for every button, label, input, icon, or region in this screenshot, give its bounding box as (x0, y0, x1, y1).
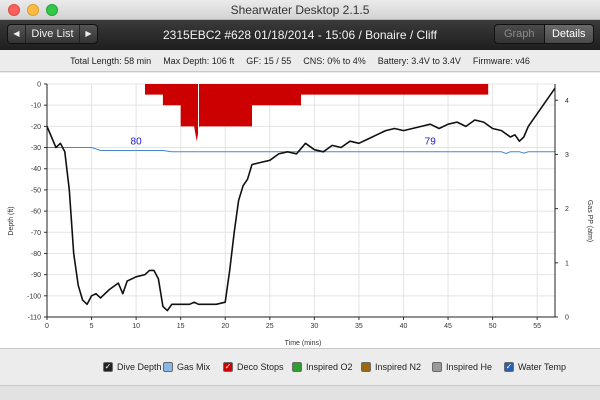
legend-checkbox[interactable] (432, 362, 442, 372)
dive-profile-svg: 80 79 0 -10 -20 -30 -40 -50 -60 -70 -80 -90 -100 -11… (8, 82, 593, 348)
close-window-button[interactable] (8, 4, 20, 16)
x-tick-label: 45 (444, 323, 452, 330)
legend-label: Deco Stops (237, 362, 284, 372)
legend-item-dive-depth[interactable]: ✓ Dive Depth (103, 362, 162, 372)
dive-nav-group: ◀ Dive List ▶ (7, 24, 98, 44)
legend-checkbox[interactable] (292, 362, 302, 372)
minimize-window-button[interactable] (27, 4, 39, 16)
legend-label: Inspired O2 (306, 362, 353, 372)
y-tick-label: -40 (31, 166, 41, 173)
legend-item-deco-stops[interactable]: ✓ Deco Stops (223, 362, 284, 372)
legend-checkbox[interactable]: ✓ (223, 362, 233, 372)
x-tick-label: 5 (90, 323, 94, 330)
y2-tick-label: 0 (565, 315, 569, 322)
temp-data-label: 80 (131, 137, 143, 148)
y2-tick-label: 3 (565, 152, 569, 159)
y-axis-title: Depth (ft) (8, 206, 15, 235)
view-segmented-control: Graph Details (494, 24, 594, 44)
app-title: Shearwater Desktop 2.1.5 (230, 3, 370, 17)
toolbar: ◀ Dive List ▶ 2315EBC2 #628 01/18/2014 -… (0, 20, 600, 50)
x-tick-label: 30 (310, 323, 318, 330)
total-length: Total Length: 58 min (70, 55, 152, 66)
firmware-version: Firmware: v46 (472, 55, 530, 66)
battery-value: Battery: 3.4V to 3.4V (377, 55, 461, 66)
x-tick-label: 0 (45, 323, 49, 330)
dive-summary-bar: Total Length: 58 min Max Depth: 106 ft G… (0, 50, 600, 72)
legend-item-gas-mix[interactable]: Gas Mix (163, 362, 210, 372)
dive-depth-line (46, 87, 556, 312)
y-tick-label: -30 (31, 145, 41, 152)
x-tick-label: 20 (221, 323, 229, 330)
x-axis-title: Time (mins) (285, 340, 322, 347)
legend-item-inspired-o2[interactable]: Inspired O2 (292, 362, 353, 372)
status-bar (0, 386, 600, 400)
legend-item-water-temp[interactable]: ✓ Water Temp (504, 362, 566, 372)
window-titlebar: Shearwater Desktop 2.1.5 (0, 0, 600, 20)
y-tick-label: 0 (37, 82, 41, 89)
x-tick-label: 50 (489, 323, 497, 330)
legend-checkbox[interactable] (361, 362, 371, 372)
x-tick-label: 55 (533, 323, 541, 330)
x-tick-label: 10 (132, 323, 140, 330)
dive-list-button[interactable]: Dive List (31, 28, 74, 40)
deco-stops-area (145, 84, 489, 142)
legend-checkbox[interactable]: ✓ (504, 362, 514, 372)
y-tick-label: -20 (31, 124, 41, 131)
x-tick-label: 35 (355, 323, 363, 330)
y-tick-label: -110 (28, 315, 42, 322)
zoom-window-button[interactable] (46, 4, 58, 16)
cns-value: CNS: 0% to 4% (303, 55, 366, 66)
graph-view-button[interactable]: Graph (495, 25, 545, 43)
y2-tick-label: 1 (565, 260, 569, 267)
right-triangle-icon: ▶ (85, 29, 92, 38)
legend-bar: ✓ Dive Depth Gas Mix ✓ Deco Stops Inspired O2… (0, 348, 600, 386)
x-tick-label: 25 (266, 323, 274, 330)
y-tick-label: -50 (31, 187, 41, 194)
next-dive-button[interactable]: ▶ (79, 25, 97, 43)
legend-label: Inspired N2 (375, 362, 422, 372)
legend-checkbox[interactable] (163, 362, 173, 372)
gradient-factors: GF: 15 / 55 (246, 55, 292, 66)
legend-label: Dive Depth (117, 362, 162, 372)
y-tick-label: -70 (31, 230, 41, 237)
water-temp-line (47, 147, 555, 155)
details-view-button[interactable]: Details (544, 25, 593, 43)
y2-tick-label: 2 (565, 206, 569, 213)
left-triangle-icon: ◀ (13, 29, 20, 38)
legend-label: Gas Mix (177, 362, 211, 372)
y-tick-label: -10 (31, 103, 41, 110)
x-tick-label: 40 (400, 323, 408, 330)
legend-checkbox[interactable]: ✓ (103, 362, 113, 372)
y-tick-label: -60 (31, 209, 41, 216)
legend-item-inspired-he[interactable]: Inspired He (432, 362, 492, 372)
previous-dive-button[interactable]: ◀ (8, 25, 26, 43)
y-tick-label: -90 (31, 272, 41, 279)
dive-profile-chart[interactable]: 80 79 0 -10 -20 -30 -40 -50 -60 -70 -80 -90 -100 -11… (0, 73, 600, 348)
legend-item-inspired-n2[interactable]: Inspired N2 (361, 362, 421, 372)
y2-tick-label: 4 (565, 98, 569, 105)
legend-label: Water Temp (518, 362, 567, 372)
y-tick-label: -100 (27, 293, 41, 300)
dive-title: 2315EBC2 #628 01/18/2014 - 15:06 / Bonai… (163, 28, 437, 42)
temp-data-label: 79 (425, 137, 437, 148)
y2-axis-title: Gas PP (atm) (586, 200, 593, 242)
y-tick-label: -80 (31, 251, 41, 258)
x-tick-label: 15 (177, 323, 185, 330)
max-depth: Max Depth: 106 ft (163, 55, 235, 66)
legend-label: Inspired He (446, 362, 493, 372)
